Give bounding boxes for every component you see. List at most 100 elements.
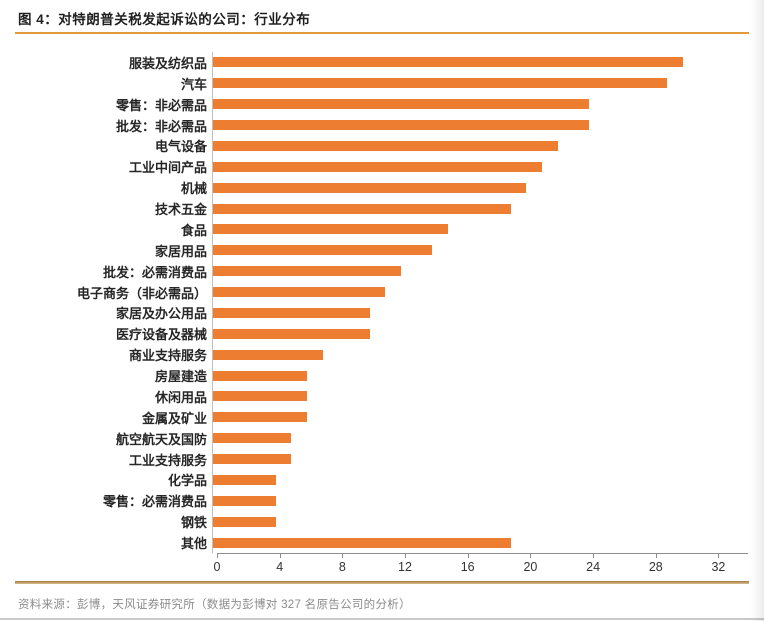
category-label: 金属及矿业 <box>141 410 207 426</box>
bar-track <box>212 365 749 386</box>
page-edge-shading <box>750 0 764 621</box>
x-tick-mark <box>342 554 344 558</box>
bar-track <box>212 469 749 491</box>
category-label: 休闲用品 <box>154 389 207 405</box>
bar-row: 技术五金 <box>15 198 749 219</box>
title-divider-line <box>15 32 749 34</box>
bar-row: 商业支持服务 <box>15 344 749 366</box>
x-tick-mark <box>467 554 469 558</box>
bar-row: 工业中间产品 <box>15 156 749 178</box>
bar-track <box>212 114 749 136</box>
x-tick-mark <box>655 554 657 558</box>
x-tick-mark <box>405 554 406 558</box>
category-label: 家居用品 <box>154 243 207 259</box>
bar-row: 批发：必需消费品 <box>15 260 749 282</box>
bar-track <box>212 135 749 157</box>
bar <box>213 57 684 68</box>
bar-chart: 服装及纺织品 汽车 零售：非必需品 批发：非必需品 电气设备 工业中间产品 机械 技术五金 食品… <box>15 52 749 553</box>
bar-track <box>212 344 749 366</box>
bar <box>213 120 590 131</box>
category-label: 批发：非必需品 <box>115 118 207 134</box>
category-label: 汽车 <box>180 76 207 92</box>
bar <box>213 182 527 193</box>
page-bottom-border <box>0 618 764 620</box>
bar <box>213 224 449 235</box>
bar-track <box>212 219 749 240</box>
bar <box>213 495 276 506</box>
bar-row: 航空航天及国防 <box>15 427 749 449</box>
bar <box>213 203 511 214</box>
footer-divider-line <box>15 581 749 584</box>
category-label: 工业支持服务 <box>128 452 207 468</box>
category-label: 航空航天及国防 <box>115 431 207 447</box>
x-tick-mark <box>279 554 281 558</box>
bar <box>213 474 276 485</box>
bar-track <box>212 198 749 219</box>
bar <box>213 412 307 423</box>
bar-track <box>212 260 749 282</box>
bar-track <box>212 302 749 324</box>
bar <box>213 161 543 172</box>
bar-track <box>212 511 749 533</box>
bar <box>213 266 401 277</box>
x-tick-label: 8 <box>338 560 346 574</box>
bar-track <box>212 386 749 407</box>
bar-row: 零售：必需消费品 <box>15 490 749 512</box>
bar <box>213 140 558 151</box>
x-axis-line <box>217 553 748 554</box>
bar-row: 医疗设备及器械 <box>15 323 749 345</box>
bar-row: 家居用品 <box>15 239 749 261</box>
bar-track <box>212 177 749 199</box>
x-tick-label: 4 <box>276 560 284 574</box>
bar-row: 休闲用品 <box>15 386 749 407</box>
x-tick-label: 0 <box>213 560 221 574</box>
bar-row: 机械 <box>15 177 749 199</box>
bar <box>213 78 668 89</box>
bar-track <box>212 323 749 345</box>
bar <box>213 99 590 110</box>
bar <box>213 349 323 360</box>
bar-track <box>212 490 749 512</box>
category-label: 家居及办公用品 <box>115 306 207 322</box>
bar-row: 房屋建造 <box>15 365 749 386</box>
category-label: 商业支持服务 <box>128 348 207 364</box>
bar-row: 电子商务（非必需品） <box>15 281 749 303</box>
category-label: 技术五金 <box>154 202 207 218</box>
bar-row: 其他 <box>15 532 749 553</box>
category-label: 食品 <box>180 222 207 238</box>
figure-title: 图 4：对特朗普关税发起诉讼的公司：行业分布 <box>18 12 311 27</box>
bar <box>213 328 370 339</box>
category-label: 房屋建造 <box>154 369 207 385</box>
x-tick-mark <box>718 554 720 558</box>
bar-row: 批发：非必需品 <box>15 114 749 136</box>
x-tick-label: 12 <box>398 560 412 574</box>
category-label: 工业中间产品 <box>128 160 207 176</box>
category-label: 零售：必需消费品 <box>102 494 207 510</box>
x-tick-label: 32 <box>711 560 726 574</box>
bar <box>213 391 307 402</box>
bar-track <box>212 93 749 115</box>
x-tick-label: 16 <box>460 560 475 574</box>
bar-row: 服装及纺织品 <box>15 52 749 73</box>
bar <box>213 287 386 298</box>
bar-track <box>212 532 749 553</box>
bar-row: 金属及矿业 <box>15 406 749 428</box>
bar-row: 钢铁 <box>15 511 749 533</box>
bar-track <box>212 156 749 178</box>
bar <box>213 454 292 465</box>
x-tick-label: 24 <box>586 560 601 574</box>
x-tick-label: 28 <box>648 560 663 574</box>
bar-track <box>212 72 749 94</box>
x-tick-mark <box>217 554 218 558</box>
bar <box>213 516 276 527</box>
bar-track <box>212 52 749 73</box>
bar <box>213 537 511 548</box>
bar-track <box>212 448 749 470</box>
category-label: 医疗设备及器械 <box>115 327 207 343</box>
category-label: 服装及纺织品 <box>128 55 207 71</box>
bar-row: 食品 <box>15 219 749 240</box>
bar <box>213 307 370 318</box>
category-label: 机械 <box>180 181 207 197</box>
x-tick-mark <box>530 554 532 558</box>
